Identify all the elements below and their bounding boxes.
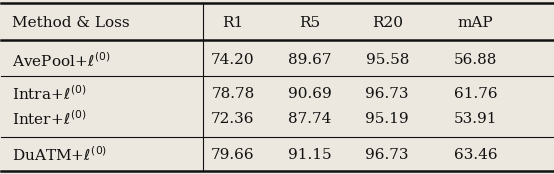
- Text: 79.66: 79.66: [211, 148, 255, 162]
- Text: mAP: mAP: [458, 16, 493, 30]
- Text: Inter+$\ell^{(0)}$: Inter+$\ell^{(0)}$: [12, 109, 87, 128]
- Text: 90.69: 90.69: [288, 87, 332, 101]
- Text: 72.36: 72.36: [211, 112, 255, 126]
- Text: DuATM+$\ell^{(0)}$: DuATM+$\ell^{(0)}$: [12, 145, 107, 164]
- Text: 61.76: 61.76: [454, 87, 497, 101]
- Text: 63.46: 63.46: [454, 148, 497, 162]
- Text: Method & Loss: Method & Loss: [12, 16, 130, 30]
- Text: 53.91: 53.91: [454, 112, 497, 126]
- Text: R5: R5: [300, 16, 321, 30]
- Text: 96.73: 96.73: [366, 87, 409, 101]
- Text: 89.67: 89.67: [288, 53, 332, 68]
- Text: 96.73: 96.73: [366, 148, 409, 162]
- Text: 95.19: 95.19: [366, 112, 409, 126]
- Text: R20: R20: [372, 16, 403, 30]
- Text: Intra+$\ell^{(0)}$: Intra+$\ell^{(0)}$: [12, 85, 87, 103]
- Text: 78.78: 78.78: [211, 87, 254, 101]
- Text: 74.20: 74.20: [211, 53, 255, 68]
- Text: 87.74: 87.74: [289, 112, 332, 126]
- Text: 56.88: 56.88: [454, 53, 497, 68]
- Text: R1: R1: [222, 16, 244, 30]
- Text: 91.15: 91.15: [288, 148, 332, 162]
- Text: 95.58: 95.58: [366, 53, 409, 68]
- Text: AvePool+$\ell^{(0)}$: AvePool+$\ell^{(0)}$: [12, 51, 111, 70]
